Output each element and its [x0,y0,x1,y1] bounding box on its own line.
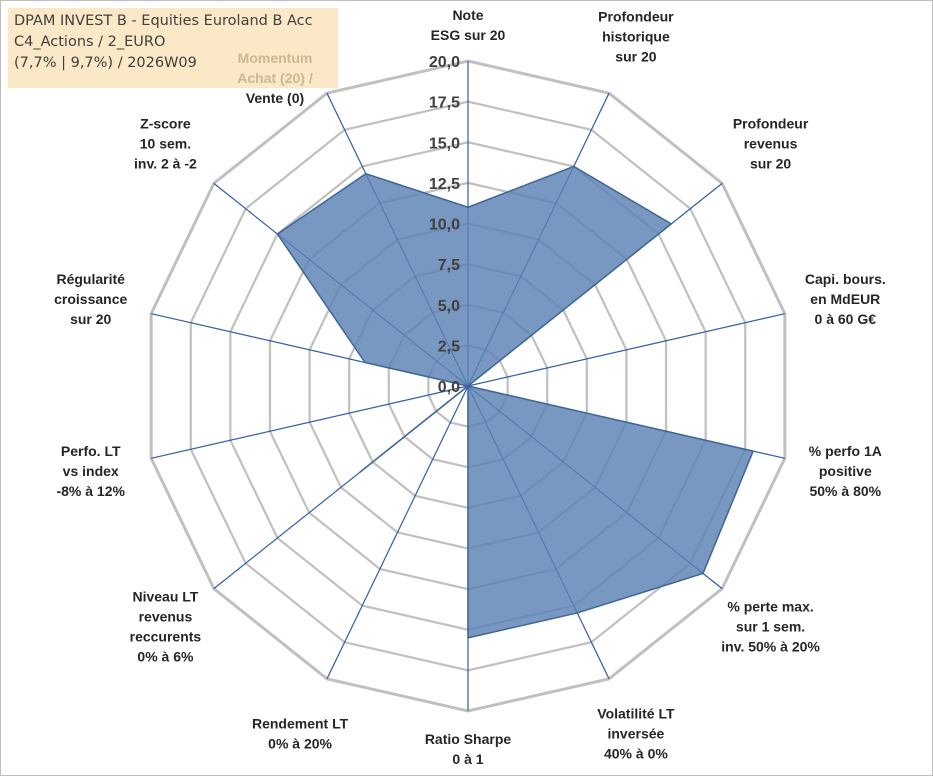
axis-label: sur 20 [615,48,656,64]
axis-label: Volatilité LT [597,706,675,722]
fund-name: DPAM INVEST B - Equities Euroland B Acc [14,13,313,29]
tick-label: 17,5 [429,95,460,112]
axis-label: 50% à 80% [809,483,881,499]
axis-label: ESG sur 20 [431,27,506,43]
axis-label: sur 1 sem. [736,618,805,634]
axis-spoke [151,385,469,459]
axis-label: sur 20 [70,311,111,327]
axis-label: inv. 2 à -2 [134,156,197,172]
axis-labels: Note ESG sur 20 Profondeur historique sur 20… [54,7,886,767]
axis-label: 0 à 60 G€ [815,311,877,327]
tick-label: 7,5 [438,257,460,274]
fund-category: C4_Actions / 2_EURO [14,34,166,50]
fund-performance: (7,7% | 9,7%) / 2026W09 [14,55,197,71]
axis-label: Vente (0) [246,90,304,106]
tick-label: 10,0 [429,217,460,234]
axis-label: Momentum [238,50,313,66]
axis-label: Profondeur [598,8,674,24]
axis-spoke [326,385,469,680]
axis-label: Perfo. LT [61,443,121,459]
axis-label: sur 20 [750,156,791,172]
axis-label: 0% à 20% [268,736,332,752]
axis-label: Z-score [140,116,191,132]
axis-label: Régularité [56,271,125,287]
axis-label: vs index [63,463,119,479]
radial-tick-labels: 0,0 2,5 5,0 7,5 10,0 12,5 15,0 17,5 20,0 [429,54,460,396]
axis-label: croissance [54,291,127,307]
axis-label: 10 sem. [140,136,191,152]
axis-label: revenus [744,136,798,152]
axis-label: inversée [607,726,664,742]
axis-label: Capi. bours. [805,271,886,287]
axis-label: Note [452,7,483,23]
tick-label: 2,5 [438,338,460,355]
chart-title-box: DPAM INVEST B - Equities Euroland B Acc … [8,8,338,88]
axis-label: en MdEUR [810,291,880,307]
axis-label: 0% à 6% [137,648,194,664]
axis-label: Ratio Sharpe [425,731,512,747]
axis-label: revenus [139,608,193,624]
radar-series [276,165,754,639]
axis-label: historique [602,28,670,44]
tick-label: 5,0 [438,298,460,315]
tick-label: 12,5 [429,176,460,193]
axis-label: % perfo 1A [809,443,882,459]
axis-label: inv. 50% à 20% [721,638,820,654]
tick-label: 0,0 [438,379,460,396]
axis-label: reccurents [130,628,202,644]
axis-label: % perte max. [727,598,813,614]
axis-label: positive [819,463,872,479]
axis-label: Rendement LT [252,716,349,732]
axis-label: Achat (20) / [237,70,313,86]
axis-label: 0 à 1 [452,751,483,767]
series-area [276,165,754,639]
axis-label: Profondeur [733,116,809,132]
tick-label: 15,0 [429,135,460,152]
axis-label: Niveau LT [132,588,198,604]
axis-spoke [467,313,785,387]
tick-label: 20,0 [429,54,460,71]
axis-label: 40% à 0% [604,746,668,762]
axis-label: -8% à 12% [56,483,125,499]
